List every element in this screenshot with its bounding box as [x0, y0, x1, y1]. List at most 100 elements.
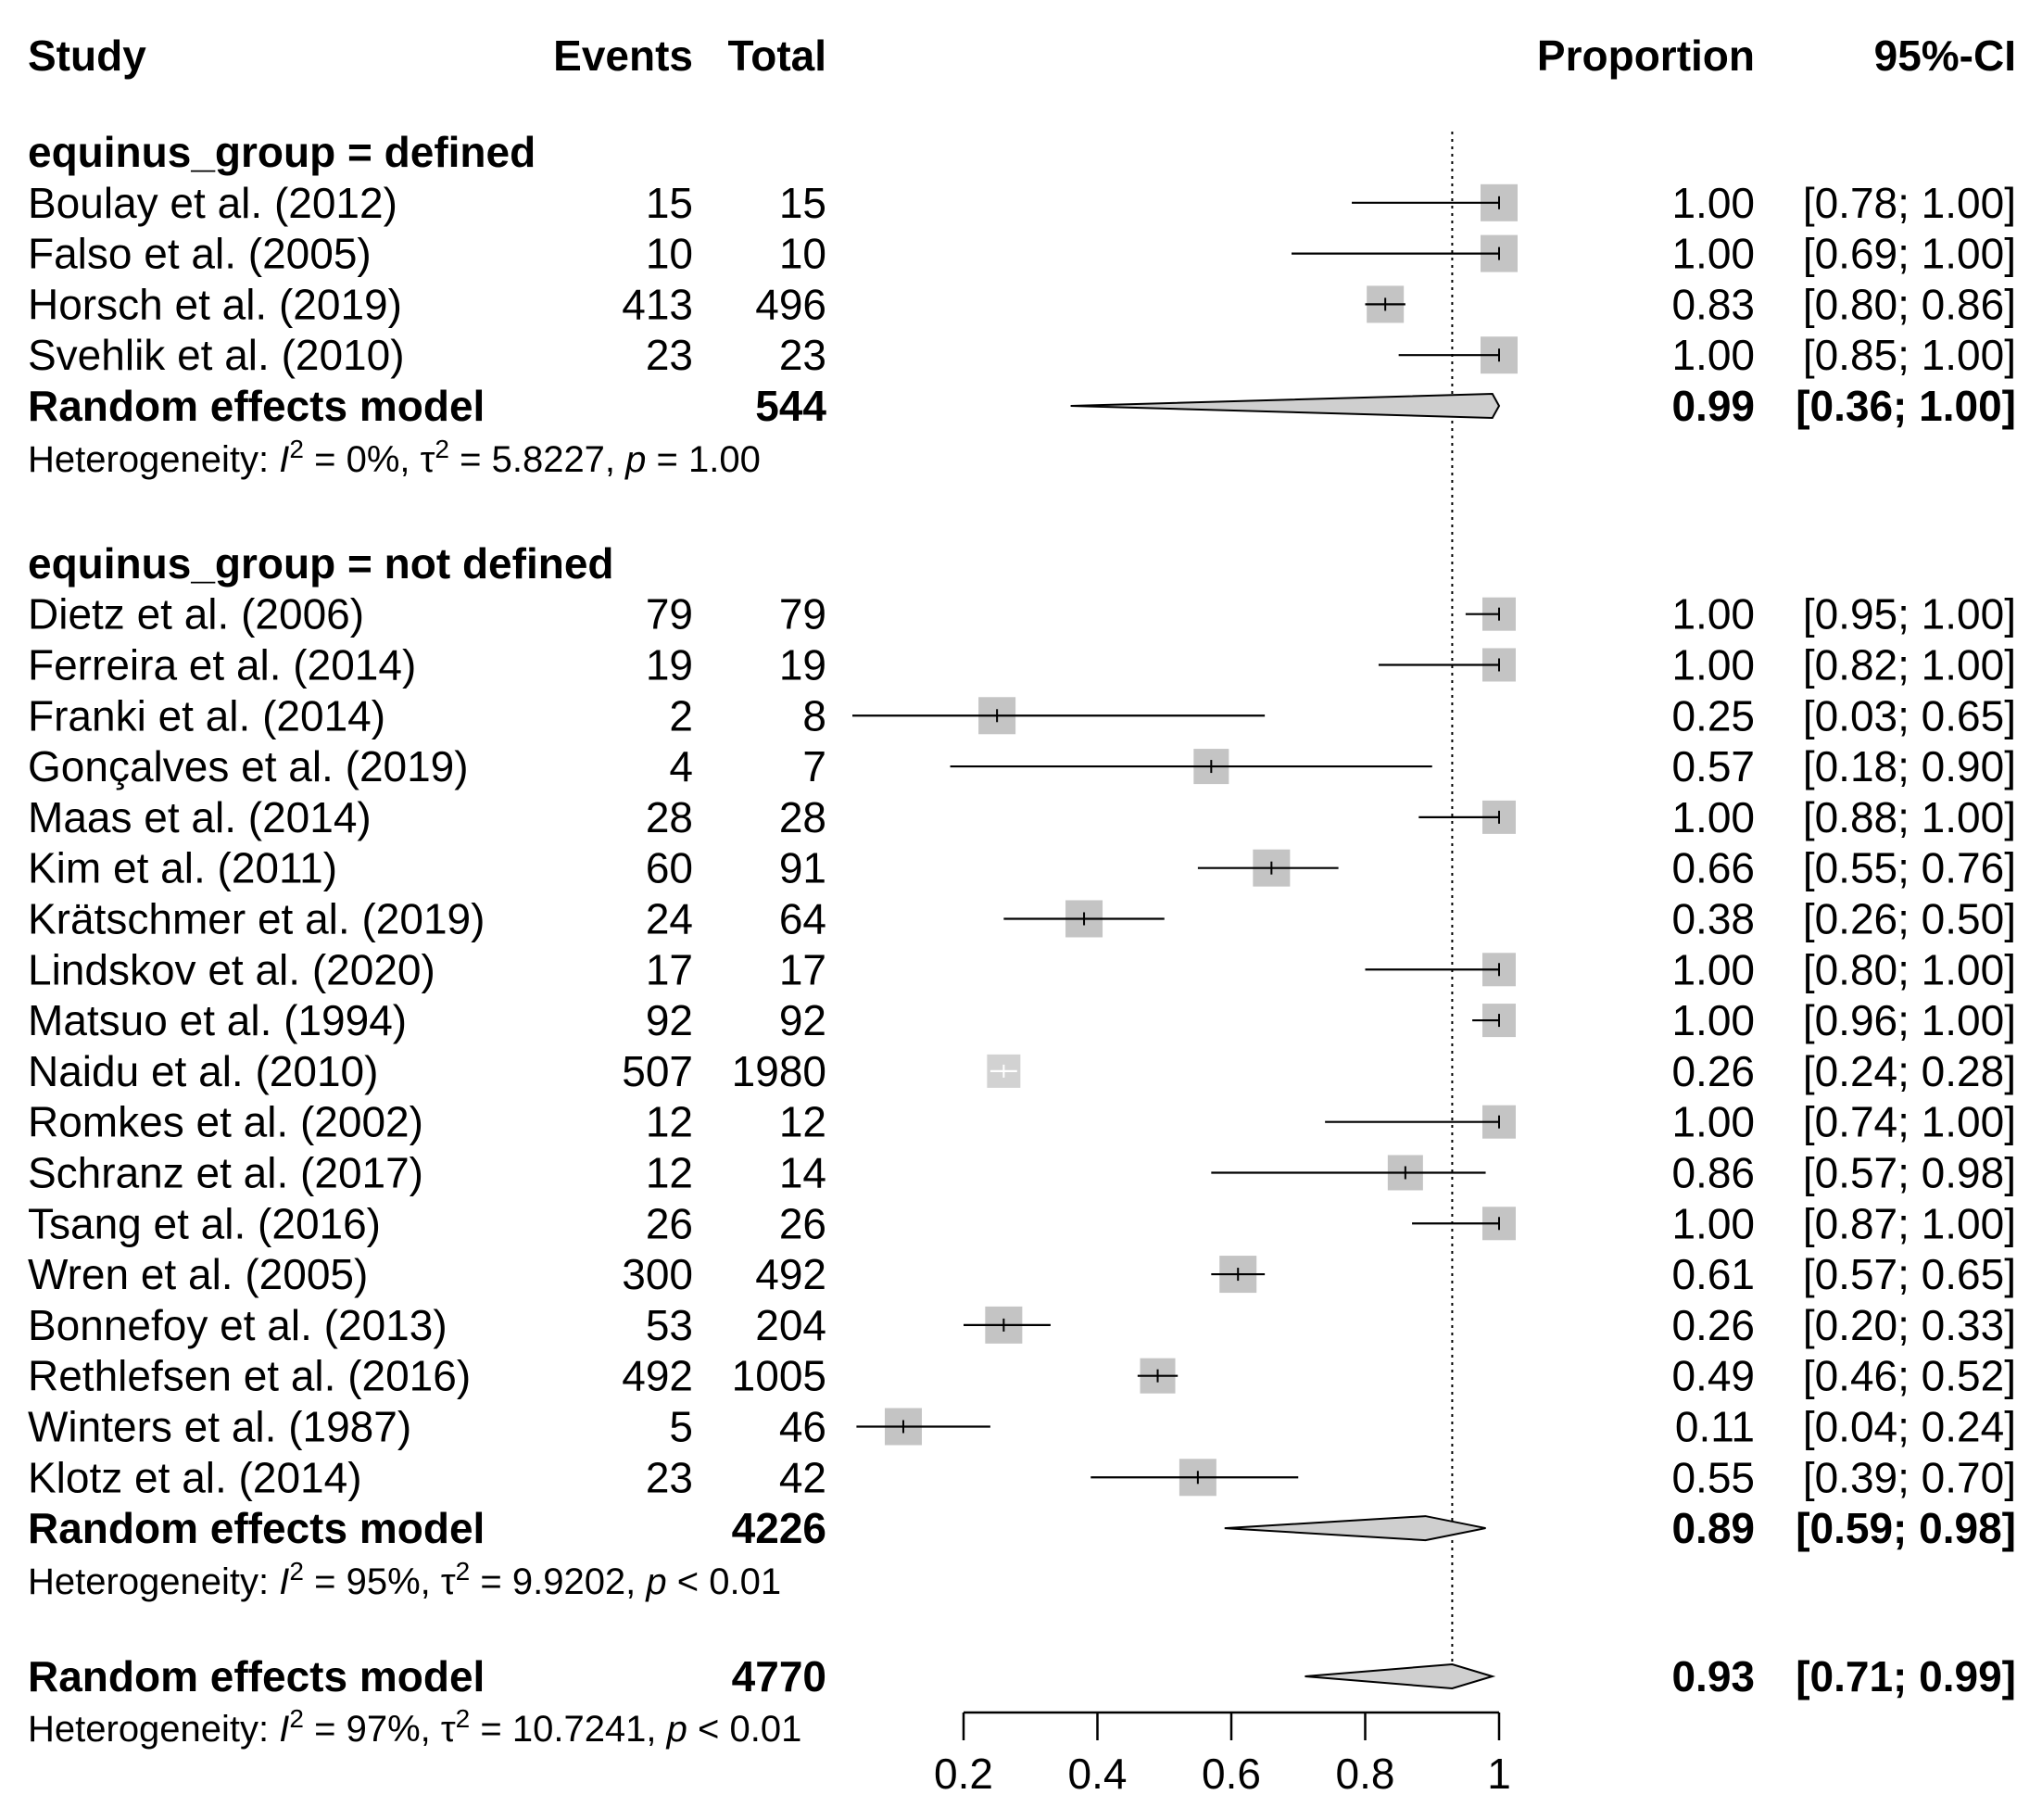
ci-value: [0.18; 0.90] — [1803, 742, 2016, 790]
study-label: Falso et al. (2005) — [28, 230, 372, 278]
ci-value: [0.46; 0.52] — [1803, 1352, 2016, 1400]
total-value: 26 — [779, 1199, 826, 1247]
proportion-value: 0.66 — [1671, 844, 1755, 892]
subgroup-model-ci: [0.59; 0.98] — [1796, 1504, 2016, 1552]
study-label: Gonçalves et al. (2019) — [28, 742, 469, 790]
study-label: Lindskov et al. (2020) — [28, 945, 435, 993]
heterogeneity-part: = 1.00 — [646, 439, 760, 480]
overall-model-ci: [0.71; 0.99] — [1796, 1652, 2016, 1700]
heterogeneity-part: = 10.7241, — [470, 1709, 666, 1750]
events-value: 12 — [646, 1148, 693, 1196]
total-value: 10 — [779, 230, 826, 278]
proportion-value: 1.00 — [1671, 230, 1755, 278]
overall-model-proportion: 0.93 — [1671, 1652, 1755, 1700]
study-label: Boulay et al. (2012) — [28, 179, 397, 227]
events-value: 10 — [646, 230, 693, 278]
subgroup-model-proportion: 0.99 — [1671, 382, 1755, 430]
heterogeneity-part: 2 — [289, 434, 304, 462]
proportion-value: 0.55 — [1671, 1453, 1755, 1501]
ci-value: [0.87; 1.00] — [1803, 1199, 2016, 1247]
ci-value: [0.69; 1.00] — [1803, 230, 2016, 278]
events-value: 413 — [622, 280, 693, 328]
ci-value: [0.78; 1.00] — [1803, 179, 2016, 227]
x-tick-label: 0.6 — [1202, 1750, 1261, 1798]
total-value: 42 — [779, 1453, 826, 1501]
total-value: 12 — [779, 1098, 826, 1146]
events-value: 4 — [669, 742, 693, 790]
study-label: Schranz et al. (2017) — [28, 1148, 423, 1196]
events-value: 23 — [646, 1453, 693, 1501]
heterogeneity-part: < 0.01 — [667, 1561, 781, 1602]
proportion-value: 0.11 — [1675, 1402, 1755, 1450]
events-value: 5 — [669, 1402, 693, 1450]
total-value: 91 — [779, 844, 826, 892]
subgroup-label: equinus_group = defined — [28, 128, 536, 176]
study-label: Kim et al. (2011) — [28, 844, 337, 892]
heterogeneity-part: 2 — [456, 1556, 471, 1585]
total-value: 1980 — [732, 1047, 826, 1095]
ci-value: [0.95; 1.00] — [1803, 590, 2016, 638]
proportion-value: 0.26 — [1671, 1047, 1755, 1095]
proportion-value: 1.00 — [1671, 640, 1755, 689]
subgroup-model-total: 544 — [755, 382, 826, 430]
study-label: Winters et al. (1987) — [28, 1402, 411, 1450]
ci-value: [0.39; 0.70] — [1803, 1453, 2016, 1501]
events-value: 17 — [646, 945, 693, 993]
proportion-value: 1.00 — [1671, 331, 1755, 379]
total-value: 28 — [779, 793, 826, 841]
x-tick-label: 0.4 — [1068, 1750, 1128, 1798]
study-label: Tsang et al. (2016) — [28, 1199, 381, 1247]
heterogeneity-part: < 0.01 — [687, 1709, 801, 1750]
proportion-value: 0.25 — [1671, 691, 1755, 739]
ci-value: [0.85; 1.00] — [1803, 331, 2016, 379]
heterogeneity-part: = 0%, — [304, 439, 421, 480]
ci-value: [0.96; 1.00] — [1803, 996, 2016, 1044]
ci-value: [0.57; 0.98] — [1803, 1148, 2016, 1196]
events-value: 79 — [646, 590, 693, 638]
subgroup-model-diamond — [1070, 392, 1501, 420]
study-label: Krätschmer et al. (2019) — [28, 894, 485, 942]
ci-value: [0.82; 1.00] — [1803, 640, 2016, 689]
proportion-value: 0.61 — [1671, 1250, 1755, 1298]
proportion-value: 1.00 — [1671, 996, 1755, 1044]
x-tick-label: 0.2 — [934, 1750, 993, 1798]
subgroup-heterogeneity: Heterogeneity: I2 = 95%, τ2 = 9.9202, p … — [28, 1556, 781, 1602]
total-value: 8 — [802, 691, 826, 739]
total-value: 492 — [755, 1250, 826, 1298]
total-value: 15 — [779, 179, 826, 227]
events-value: 60 — [646, 844, 693, 892]
ci-value: [0.55; 0.76] — [1803, 844, 2016, 892]
events-value: 92 — [646, 996, 693, 1044]
total-value: 23 — [779, 331, 826, 379]
events-value: 2 — [669, 691, 693, 739]
events-value: 28 — [646, 793, 693, 841]
heterogeneity-part: = 9.9202, — [470, 1561, 646, 1602]
events-value: 12 — [646, 1098, 693, 1146]
proportion-value: 1.00 — [1671, 793, 1755, 841]
total-value: 1005 — [732, 1352, 826, 1400]
study-label: Wren et al. (2005) — [28, 1250, 368, 1298]
ci-value: [0.88; 1.00] — [1803, 793, 2016, 841]
events-value: 492 — [622, 1352, 693, 1400]
heterogeneity-part: Heterogeneity: — [28, 439, 279, 480]
ci-value: [0.03; 0.65] — [1803, 691, 2016, 739]
heterogeneity-part: p — [645, 1561, 666, 1602]
total-value: 92 — [779, 996, 826, 1044]
ci-value: [0.04; 0.24] — [1803, 1402, 2016, 1450]
overall-model-label: Random effects model — [28, 1652, 485, 1700]
heterogeneity-part: 2 — [289, 1556, 304, 1585]
heterogeneity-part: = 97%, — [304, 1709, 441, 1750]
subgroup-label: equinus_group = not defined — [28, 539, 614, 588]
x-tick-label: 1 — [1487, 1750, 1511, 1798]
heterogeneity-part: Heterogeneity: — [28, 1561, 279, 1602]
ci-value: [0.74; 1.00] — [1803, 1098, 2016, 1146]
proportion-value: 1.00 — [1671, 945, 1755, 993]
events-value: 53 — [646, 1301, 693, 1349]
total-value: 64 — [779, 894, 826, 942]
heterogeneity-part: τ — [441, 1561, 456, 1602]
study-label: Maas et al. (2014) — [28, 793, 372, 841]
subgroup-model-proportion: 0.89 — [1671, 1504, 1755, 1552]
ci-value: [0.80; 1.00] — [1803, 945, 2016, 993]
subgroup-model-total: 4226 — [732, 1504, 826, 1552]
